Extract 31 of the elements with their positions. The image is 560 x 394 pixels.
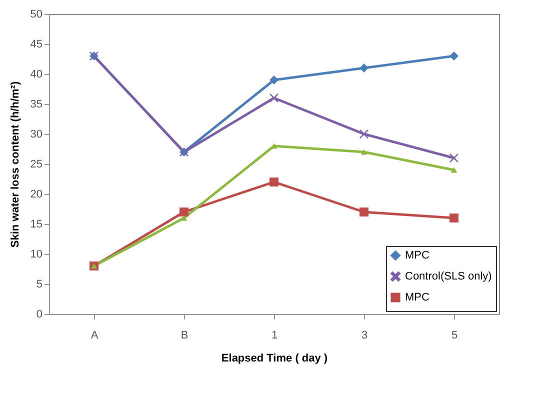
y-tick-label: 25 xyxy=(30,158,42,170)
legend-label: Control(SLS only) xyxy=(405,270,492,282)
y-tick-label: 35 xyxy=(30,98,42,110)
y-tick-label: 45 xyxy=(30,38,42,50)
x-axis-title: Elapsed Time ( day ) xyxy=(221,352,328,364)
point xyxy=(180,215,188,221)
y-tick-label: 50 xyxy=(30,8,42,20)
point xyxy=(450,167,458,173)
legend-label: MPC xyxy=(405,250,430,262)
y-tick-label: 30 xyxy=(30,128,42,140)
x-tick-label: 5 xyxy=(451,330,458,342)
legend-label: MPC xyxy=(405,292,430,304)
y-tick-label: 40 xyxy=(30,68,42,80)
y-tick-label: 20 xyxy=(30,188,42,200)
point xyxy=(270,76,278,84)
point xyxy=(270,178,278,186)
y-tick-label: 10 xyxy=(30,248,42,260)
point xyxy=(360,149,368,155)
point xyxy=(450,214,458,222)
point xyxy=(180,208,188,216)
x-tick-label: A xyxy=(90,330,99,342)
y-tick-label: 15 xyxy=(30,218,42,230)
y-axis-title: Skin water loss content (h/h/m²) xyxy=(9,81,22,248)
x-tick-label: 1 xyxy=(271,330,278,342)
y-tick-label: 5 xyxy=(36,278,42,290)
point xyxy=(450,52,458,60)
x-tick-label: B xyxy=(180,330,188,342)
x-tick-label: 3 xyxy=(361,330,368,342)
y-tick-label: 0 xyxy=(36,308,42,320)
point xyxy=(360,64,368,72)
point xyxy=(360,208,368,216)
